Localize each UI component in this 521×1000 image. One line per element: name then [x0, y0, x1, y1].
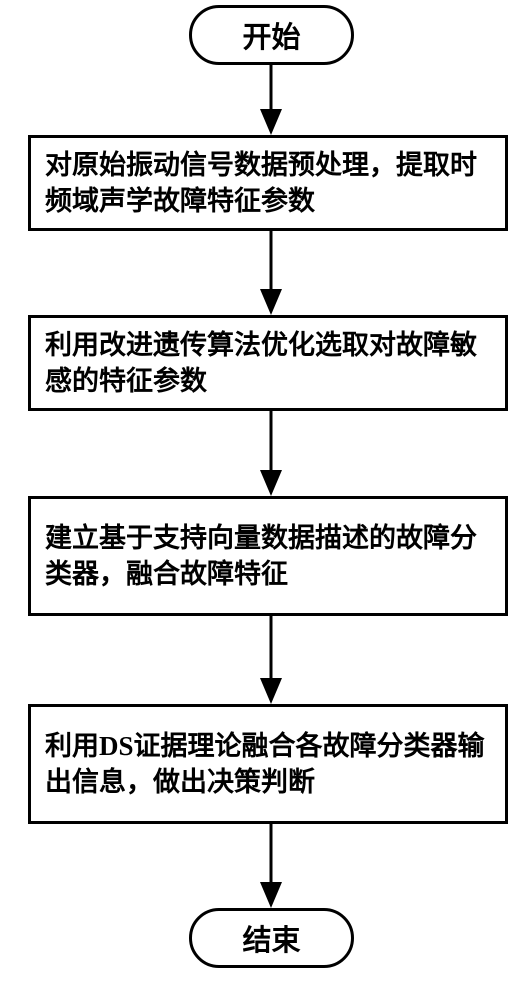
arrow-head-5 — [260, 882, 282, 908]
process-ga-optimize: 利用改进遗传算法优化选取对故障敏感的特征参数 — [28, 315, 508, 411]
arrow-head-4 — [260, 678, 282, 704]
process-ds-fusion-label: 利用DS证据理论融合各故障分类器输出信息，做出决策判断 — [45, 728, 491, 801]
arrow-head-2 — [260, 289, 282, 315]
arrow-head-1 — [260, 109, 282, 135]
terminator-end: 结束 — [189, 908, 354, 968]
process-preprocess-label: 对原始振动信号数据预处理，提取时频域声学故障特征参数 — [45, 147, 491, 220]
process-ds-fusion: 利用DS证据理论融合各故障分类器输出信息，做出决策判断 — [28, 704, 508, 824]
terminator-start: 开始 — [189, 5, 354, 65]
flowchart-container: 开始 对原始振动信号数据预处理，提取时频域声学故障特征参数 利用改进遗传算法优化… — [0, 0, 521, 1000]
terminator-end-label: 结束 — [242, 917, 300, 959]
process-svdd-classifier-label: 建立基于支持向量数据描述的故障分类器，融合故障特征 — [45, 520, 491, 593]
process-svdd-classifier: 建立基于支持向量数据描述的故障分类器，融合故障特征 — [28, 496, 508, 616]
terminator-start-label: 开始 — [242, 14, 300, 56]
process-preprocess: 对原始振动信号数据预处理，提取时频域声学故障特征参数 — [28, 135, 508, 231]
arrow-head-3 — [260, 470, 282, 496]
process-ga-optimize-label: 利用改进遗传算法优化选取对故障敏感的特征参数 — [45, 327, 491, 400]
